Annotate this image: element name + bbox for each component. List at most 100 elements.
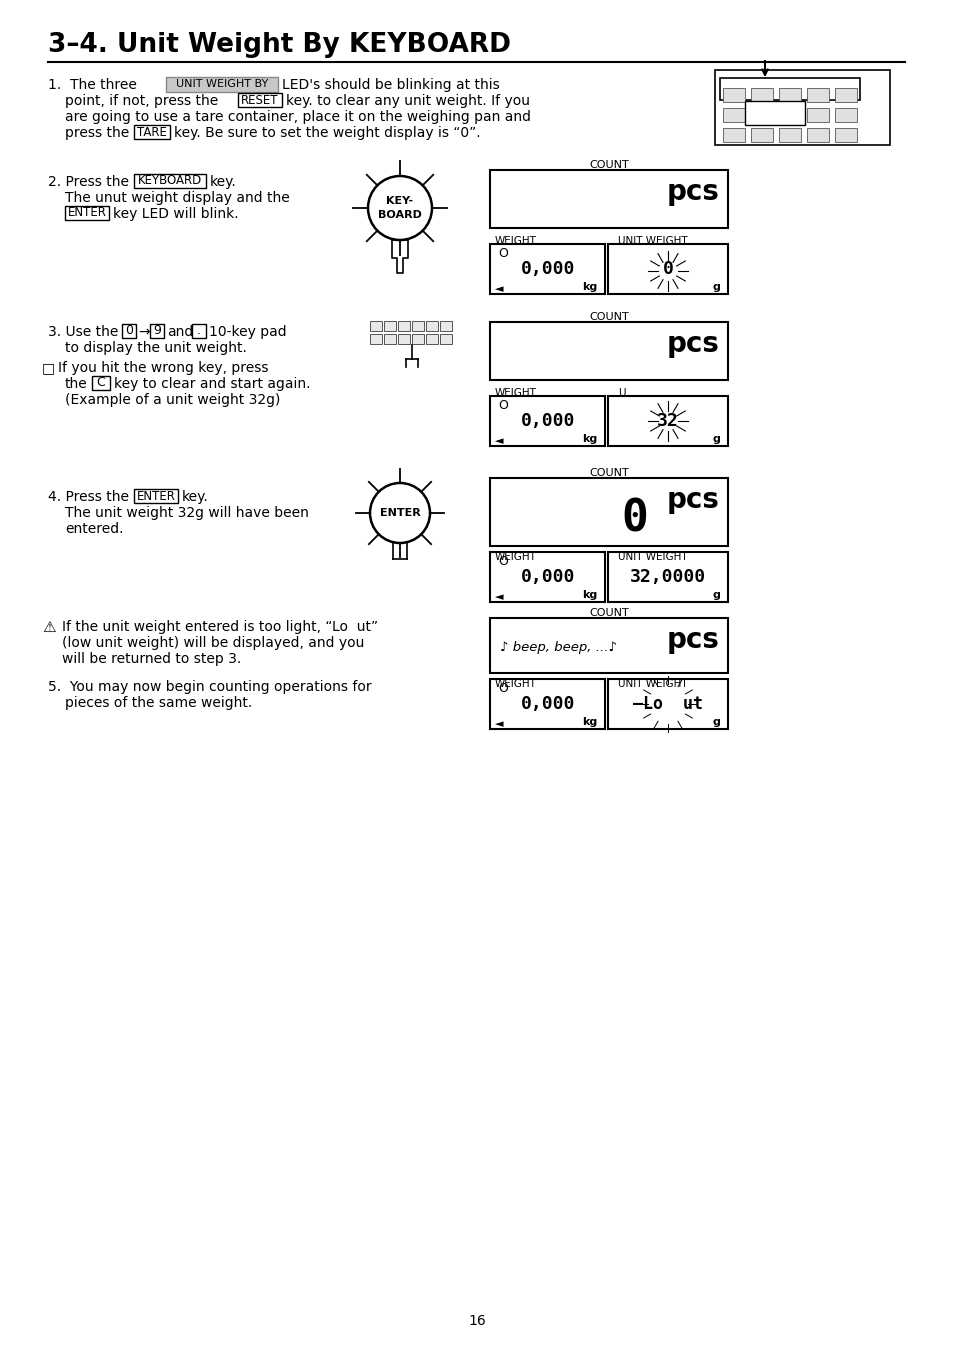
Text: pieces of the same weight.: pieces of the same weight. [65,697,252,710]
Text: The unut weight display and the: The unut weight display and the [65,190,290,205]
Text: If the unit weight entered is too light, “Lo  ut”: If the unit weight entered is too light,… [62,620,377,634]
Text: WEIGHT: WEIGHT [495,679,537,688]
Bar [384,321,395,331]
Bar [750,108,772,122]
Text: 10-key pad: 10-key pad [209,325,286,339]
Text: KEY-: KEY- [386,196,414,207]
Text: (Example of a unit weight 32g): (Example of a unit weight 32g) [65,393,280,406]
Text: COUNT: COUNT [589,161,628,170]
Bar [166,77,277,92]
Bar [412,333,423,344]
Text: 0,000: 0,000 [520,261,575,278]
Bar [834,88,856,103]
Text: 0: 0 [620,497,647,540]
Text: 1.  The three: 1. The three [48,78,136,92]
Bar [834,128,856,142]
Text: are going to use a tare container, place it on the weighing pan and: are going to use a tare container, place… [65,109,531,124]
Bar [426,333,437,344]
Bar [607,244,727,294]
Text: key to clear and start again.: key to clear and start again. [113,377,310,392]
Bar [779,108,801,122]
Text: 32: 32 [657,412,679,431]
Text: UNIT WEIGHT: UNIT WEIGHT [618,552,687,562]
Text: WEIGHT: WEIGHT [495,552,537,562]
Text: kg: kg [581,590,597,599]
Text: The unit weight 32g will have been: The unit weight 32g will have been [65,506,309,520]
Bar [779,88,801,103]
Text: kg: kg [581,717,597,728]
Text: 5.  You may now begin counting operations for: 5. You may now begin counting operations… [48,680,372,694]
Bar [750,128,772,142]
Bar [834,108,856,122]
Text: g: g [711,282,720,292]
Text: key. to clear any unit weight. If you: key. to clear any unit weight. If you [286,95,530,108]
Text: key LED will blink.: key LED will blink. [112,207,238,221]
Text: ENTER: ENTER [136,490,175,502]
Text: 0,000: 0,000 [520,568,575,586]
Text: will be returned to step 3.: will be returned to step 3. [62,652,241,666]
Text: 0: 0 [125,324,132,338]
Bar [490,244,604,294]
Bar [490,170,727,228]
Text: WEIGHT: WEIGHT [495,387,537,398]
Text: →: → [138,325,150,339]
Text: If you hit the wrong key, press: If you hit the wrong key, press [58,360,268,375]
Bar [490,618,727,674]
Text: 3. Use the: 3. Use the [48,325,118,339]
FancyBboxPatch shape [133,174,206,188]
Bar [439,321,452,331]
Text: C: C [96,377,105,390]
Bar [744,101,804,126]
FancyBboxPatch shape [237,93,282,107]
Bar [806,88,828,103]
Text: O: O [497,247,507,261]
Text: key. Be sure to set the weight display is “0”.: key. Be sure to set the weight display i… [173,126,480,140]
Text: TARE: TARE [137,126,167,139]
Text: pcs: pcs [666,329,720,358]
Text: pcs: pcs [666,178,720,207]
Bar [397,321,410,331]
Bar [722,108,744,122]
Bar [490,323,727,379]
Text: UNIT WEIGHT: UNIT WEIGHT [618,236,687,246]
Text: –Lo  ut: –Lo ut [633,695,702,713]
Text: O: O [497,682,507,695]
Text: COUNT: COUNT [589,608,628,618]
Bar [384,333,395,344]
FancyBboxPatch shape [150,324,164,338]
Text: ◄: ◄ [495,284,503,294]
Text: 0,000: 0,000 [520,412,575,431]
Bar [426,321,437,331]
Text: UNIT WEIGHT BY: UNIT WEIGHT BY [175,80,268,89]
Text: ◄: ◄ [495,720,503,729]
Text: pcs: pcs [666,486,720,514]
Text: g: g [711,590,720,599]
Bar [722,88,744,103]
Text: WEIGHT: WEIGHT [495,236,537,246]
Bar [397,333,410,344]
Text: and: and [167,325,193,339]
Text: point, if not, press the: point, if not, press the [65,95,218,108]
Text: O: O [497,400,507,412]
Text: 3–4. Unit Weight By KEYBOARD: 3–4. Unit Weight By KEYBOARD [48,32,511,58]
Bar [370,333,381,344]
Text: U: U [618,387,625,398]
Text: RESET: RESET [241,93,278,107]
Bar [714,70,889,144]
Text: 2. Press the: 2. Press the [48,176,129,189]
Text: to display the unit weight.: to display the unit weight. [65,342,247,355]
Bar [412,321,423,331]
Text: kg: kg [581,282,597,292]
Bar [722,128,744,142]
Bar [490,552,604,602]
Text: ◄: ◄ [495,436,503,446]
Text: KEYBOARD: KEYBOARD [138,174,202,188]
Text: 4. Press the: 4. Press the [48,490,129,504]
Bar [490,679,604,729]
Text: g: g [711,717,720,728]
Text: the: the [65,377,88,392]
Text: ENTER: ENTER [68,207,107,220]
FancyBboxPatch shape [91,377,110,390]
Text: (low unit weight) will be displayed, and you: (low unit weight) will be displayed, and… [62,636,364,649]
Text: kg: kg [581,433,597,444]
